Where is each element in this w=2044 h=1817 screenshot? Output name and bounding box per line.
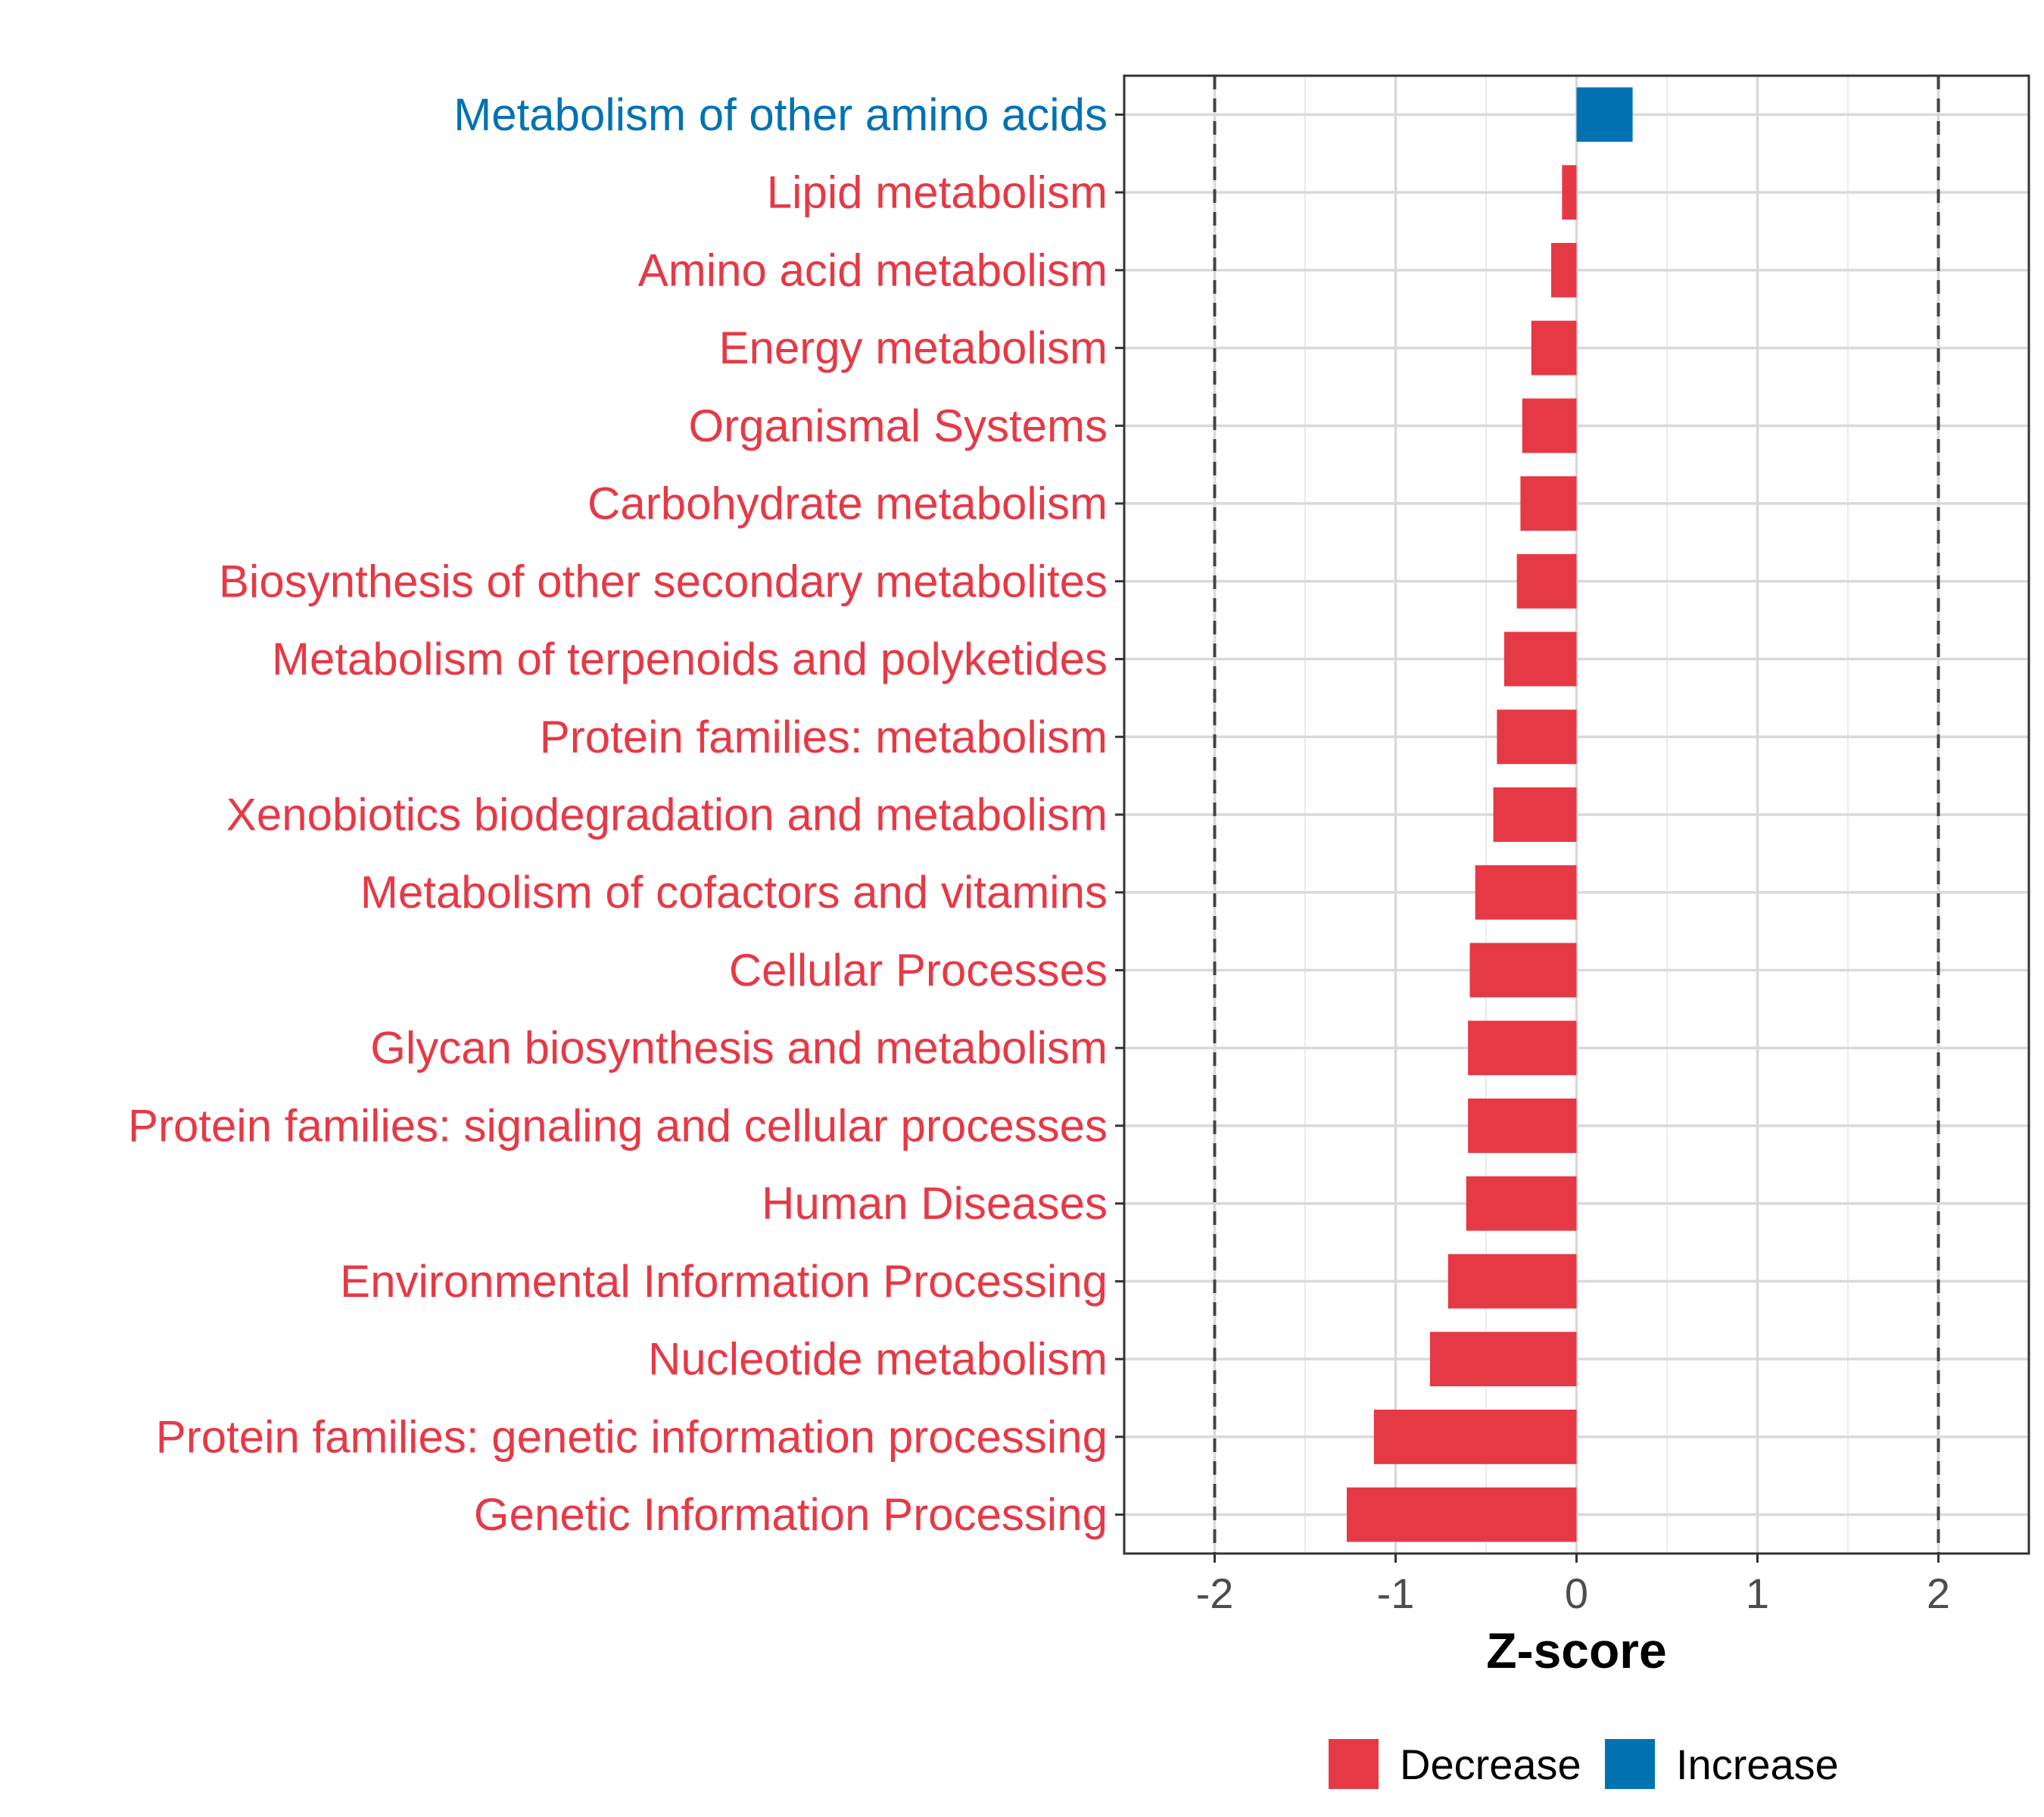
bar xyxy=(1531,320,1577,376)
category-label: Protein families: metabolism xyxy=(540,712,1108,762)
bar xyxy=(1516,553,1577,609)
bar xyxy=(1520,476,1577,531)
x-tick-label: -1 xyxy=(1377,1569,1415,1617)
bar xyxy=(1468,1021,1577,1076)
bar xyxy=(1447,1254,1577,1309)
bar xyxy=(1466,1176,1577,1231)
legend: Decrease Increase xyxy=(1329,1739,1839,1789)
category-label: Metabolism of other amino acids xyxy=(453,89,1108,140)
category-label: Cellular Processes xyxy=(729,945,1108,996)
bar xyxy=(1469,943,1577,998)
category-label: Metabolism of terpenoids and polyketides xyxy=(272,634,1108,684)
x-tick-label: 1 xyxy=(1746,1569,1769,1617)
x-axis-title: Z-score xyxy=(1486,1622,1666,1678)
category-label: Protein families: genetic information pr… xyxy=(156,1411,1108,1462)
legend-swatch-increase xyxy=(1605,1739,1655,1789)
category-label: Energy metabolism xyxy=(718,323,1108,373)
bar xyxy=(1346,1487,1577,1542)
bar xyxy=(1551,242,1577,298)
bar xyxy=(1468,1098,1577,1153)
category-labels: Metabolism of other amino acids Lipid met… xyxy=(128,89,1108,1540)
legend-swatch-decrease xyxy=(1329,1739,1379,1789)
category-label: Organismal Systems xyxy=(689,400,1108,451)
x-axis-ticks: -2 -1 0 1 2 xyxy=(1196,1554,1950,1617)
category-label: Environmental Information Processing xyxy=(340,1256,1108,1307)
bar xyxy=(1503,631,1577,687)
category-label: Biosynthesis of other secondary metaboli… xyxy=(219,556,1108,606)
bar xyxy=(1493,787,1577,842)
y-axis-ticks xyxy=(1115,113,1124,1516)
category-label: Amino acid metabolism xyxy=(638,245,1108,295)
x-tick-label: -2 xyxy=(1196,1569,1234,1617)
category-label: Metabolism of cofactors and vitamins xyxy=(360,867,1108,918)
category-label: Glycan biosynthesis and metabolism xyxy=(370,1023,1108,1074)
bar xyxy=(1475,865,1577,920)
x-tick-label: 2 xyxy=(1927,1569,1950,1617)
bar xyxy=(1429,1332,1577,1387)
legend-label-decrease: Decrease xyxy=(1400,1741,1581,1788)
category-label: Carbohydrate metabolism xyxy=(587,478,1108,529)
reference-lines xyxy=(1213,76,1940,1554)
category-label: Xenobiotics biodegradation and metabolis… xyxy=(226,790,1108,840)
bar xyxy=(1576,87,1633,142)
bar xyxy=(1497,709,1577,765)
category-label: Nucleotide metabolism xyxy=(648,1334,1108,1385)
category-label: Lipid metabolism xyxy=(767,167,1108,218)
bar xyxy=(1373,1409,1577,1464)
bar xyxy=(1522,398,1577,453)
legend-label-increase: Increase xyxy=(1676,1741,1839,1788)
bar xyxy=(1562,165,1577,220)
bars xyxy=(1346,87,1633,1542)
category-label: Genetic Information Processing xyxy=(474,1489,1108,1540)
category-label: Protein families: signaling and cellular… xyxy=(128,1100,1108,1151)
x-tick-label: 0 xyxy=(1565,1569,1588,1617)
category-label: Human Diseases xyxy=(762,1178,1108,1229)
